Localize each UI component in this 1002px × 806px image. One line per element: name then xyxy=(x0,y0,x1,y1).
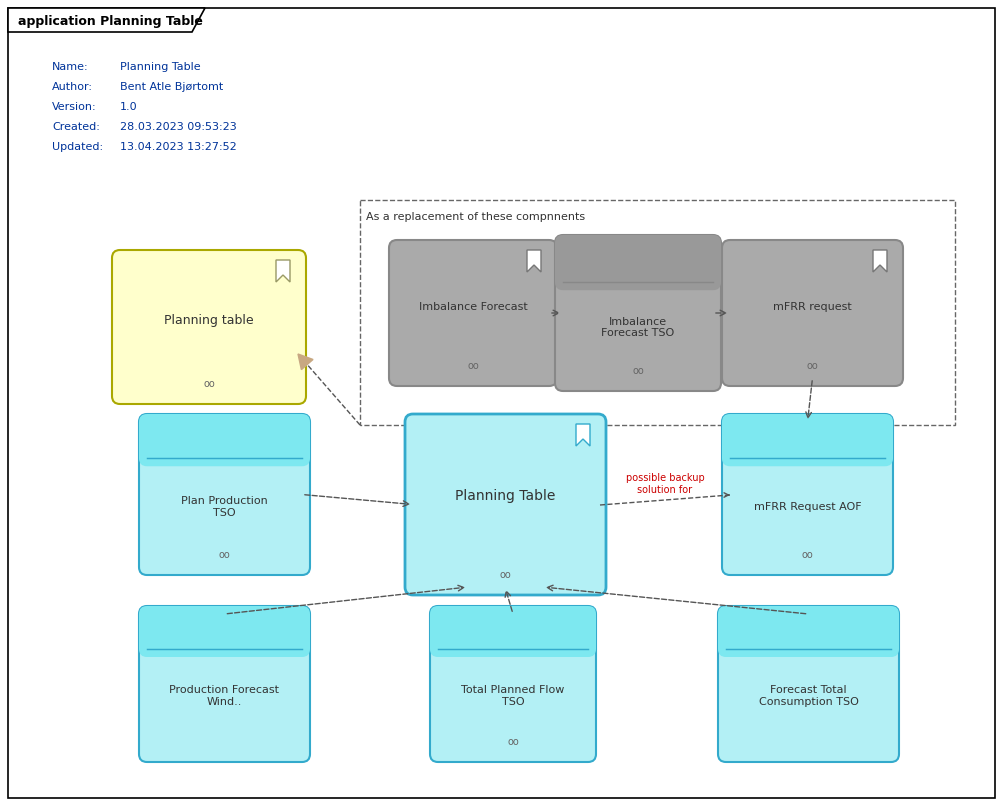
FancyBboxPatch shape xyxy=(139,606,310,762)
FancyBboxPatch shape xyxy=(139,414,310,575)
Text: oo: oo xyxy=(499,570,511,580)
Polygon shape xyxy=(298,354,313,370)
FancyBboxPatch shape xyxy=(139,414,310,466)
Text: Bent Atle Bjørtomt: Bent Atle Bjørtomt xyxy=(120,82,223,92)
Text: Imbalance
Forecast TSO: Imbalance Forecast TSO xyxy=(601,317,674,339)
Text: mFRR request: mFRR request xyxy=(773,301,851,311)
Text: Updated:: Updated: xyxy=(52,142,103,152)
FancyBboxPatch shape xyxy=(721,414,892,466)
FancyBboxPatch shape xyxy=(721,414,892,575)
Text: Name:: Name: xyxy=(52,62,88,72)
Text: Planning Table: Planning Table xyxy=(120,62,200,72)
FancyBboxPatch shape xyxy=(717,606,898,762)
Text: Forecast Total
Consumption TSO: Forecast Total Consumption TSO xyxy=(758,685,858,707)
Polygon shape xyxy=(276,260,290,282)
FancyBboxPatch shape xyxy=(405,414,605,595)
FancyBboxPatch shape xyxy=(139,606,310,657)
Text: Imbalance Forecast: Imbalance Forecast xyxy=(418,301,527,311)
Text: 1.0: 1.0 xyxy=(120,102,137,112)
Text: Author:: Author: xyxy=(52,82,93,92)
FancyBboxPatch shape xyxy=(717,606,898,657)
Text: oo: oo xyxy=(801,550,813,560)
Text: Version:: Version: xyxy=(52,102,96,112)
Text: 13.04.2023 13:27:52: 13.04.2023 13:27:52 xyxy=(120,142,236,152)
Text: Total Planned Flow
TSO: Total Planned Flow TSO xyxy=(461,685,564,707)
Text: Planning table: Planning table xyxy=(164,314,254,326)
Polygon shape xyxy=(575,424,589,446)
Polygon shape xyxy=(872,250,886,272)
FancyBboxPatch shape xyxy=(554,235,720,290)
FancyBboxPatch shape xyxy=(430,606,595,657)
Text: oo: oo xyxy=(631,366,643,376)
FancyBboxPatch shape xyxy=(112,250,306,404)
Text: Created:: Created: xyxy=(52,122,100,132)
Text: Planning Table: Planning Table xyxy=(455,489,555,503)
Text: Plan Production
TSO: Plan Production TSO xyxy=(181,496,268,518)
Polygon shape xyxy=(8,8,204,32)
Bar xyxy=(360,200,954,425)
Text: oo: oo xyxy=(467,361,478,371)
Text: As a replacement of these compnnents: As a replacement of these compnnents xyxy=(366,212,584,222)
FancyBboxPatch shape xyxy=(721,240,902,386)
Text: 28.03.2023 09:53:23: 28.03.2023 09:53:23 xyxy=(120,122,236,132)
Text: possible backup
solution for: possible backup solution for xyxy=(625,473,703,495)
FancyBboxPatch shape xyxy=(430,606,595,762)
Text: oo: oo xyxy=(218,550,230,560)
Polygon shape xyxy=(526,250,540,272)
Text: application Planning Table: application Planning Table xyxy=(18,15,202,28)
Text: Production Forecast
Wind..: Production Forecast Wind.. xyxy=(169,685,280,707)
Text: oo: oo xyxy=(806,361,818,371)
FancyBboxPatch shape xyxy=(389,240,556,386)
Text: oo: oo xyxy=(507,737,518,747)
Text: oo: oo xyxy=(203,379,214,389)
Text: mFRR Request AOF: mFRR Request AOF xyxy=(753,502,861,512)
FancyBboxPatch shape xyxy=(554,235,720,391)
